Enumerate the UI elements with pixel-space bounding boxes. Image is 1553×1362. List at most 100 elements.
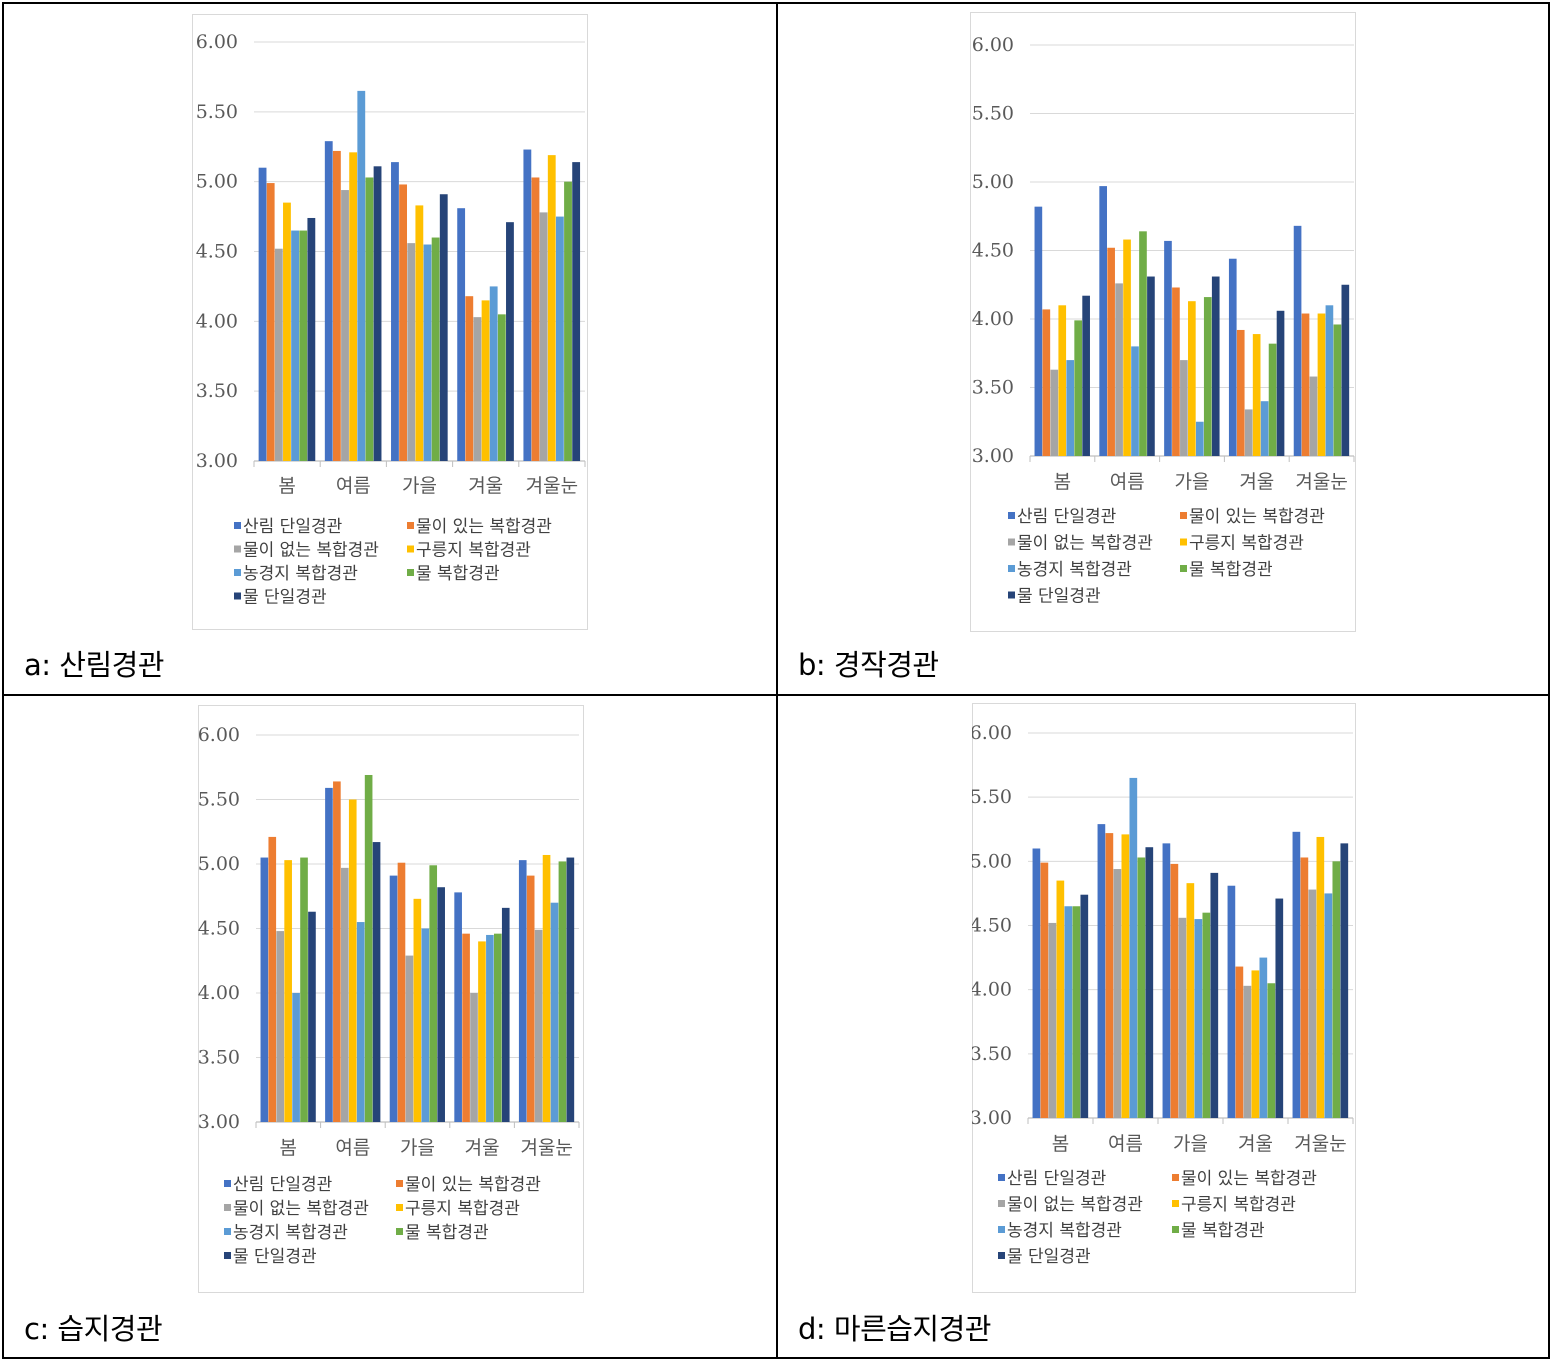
legend-label: 물 복합경관 [416,564,500,584]
bar [1066,360,1075,456]
bar [413,898,422,1122]
bar [356,922,365,1122]
bar [364,774,373,1122]
legend-label: 구릉지 복합경관 [1181,1195,1296,1215]
x-category-label: 겨울눈 [526,475,578,497]
legend-swatch [998,1174,1005,1181]
legend-label: 물이 없는 복합경관 [1007,1195,1143,1215]
bar [1064,906,1073,1118]
bar [439,194,448,461]
legend-label: 물이 있는 복합경관 [1181,1169,1317,1189]
bar [1058,305,1067,456]
x-category-label: 봄 [278,475,295,497]
legend-label: 물이 없는 복합경관 [233,1199,369,1219]
bar [481,300,490,461]
bar [1268,343,1277,456]
x-category-label: 가을 [402,475,437,497]
bar [284,860,292,1122]
y-tick-label: 5.00 [198,853,240,875]
x-category-label: 가을 [1175,471,1210,493]
legend-swatch [998,1200,1005,1207]
x-category-label: 여름 [336,475,371,497]
bar [431,237,440,461]
legend-label: 농경지 복합경관 [233,1223,348,1243]
table-horizontal-divider [2,694,1550,696]
bar [1340,843,1349,1118]
bar [1082,295,1090,456]
y-tick-label: 4.00 [972,308,1014,330]
chart-a-forest: 3.00 3.50 4.00 4.50 5.00 5.50 6.00 봄 여름 가을 겨울 겨울눈산림… [192,14,588,630]
bar [1202,912,1211,1118]
bar [518,860,527,1122]
bar [389,875,398,1122]
bar [566,857,575,1122]
y-tick-label: 5.50 [972,103,1014,125]
legend-swatch [1172,1200,1179,1207]
caption-a: a: 산림경관 [24,648,164,682]
bar [1227,885,1236,1118]
bar [1293,225,1302,456]
x-category-label: 여름 [335,1137,370,1159]
bar [489,286,498,461]
legend-label: 산림 단일경관 [243,517,342,537]
y-tick-label: 5.00 [196,171,238,193]
bar [1050,369,1059,456]
y-tick-label: 4.00 [972,979,1012,1001]
x-category-label: 겨울 [468,475,503,497]
legend-swatch [224,1180,231,1187]
bar [308,911,316,1122]
legend-swatch [407,545,414,553]
bar [348,799,357,1122]
bar [1332,861,1341,1118]
bar [465,296,474,461]
bar [1131,346,1139,456]
legend-label: 물 복합경관 [1181,1221,1265,1241]
bar [1170,863,1179,1118]
legend-label: 물 단일경관 [1017,587,1101,607]
bar [1308,889,1317,1118]
legend-swatch [224,1252,231,1259]
bar [332,150,341,461]
legend-swatch [234,522,241,529]
bar [1042,309,1051,456]
legend-label: 농경지 복합경관 [1007,1221,1122,1241]
bar [357,90,366,461]
y-tick-label: 5.00 [972,171,1014,193]
bar [1309,376,1318,456]
bar [550,902,559,1122]
bar [1210,872,1219,1118]
bar [1121,834,1130,1118]
bar [473,317,482,461]
bar [324,141,333,461]
bar [349,152,358,461]
bar [1072,906,1081,1118]
bar [274,248,283,461]
legend-swatch [396,1204,403,1211]
bar [340,867,349,1122]
legend-swatch [234,569,241,576]
bar [1074,320,1083,456]
legend-swatch [998,1252,1005,1259]
legend-swatch [998,1226,1005,1233]
bar [1203,297,1212,456]
bar [1301,313,1310,456]
legend-swatch [1180,565,1187,572]
bar [258,167,267,461]
bar [1145,847,1154,1118]
legend-swatch [1008,512,1015,519]
bar [1162,843,1171,1118]
bar [1188,301,1196,456]
bar [1099,186,1107,457]
legend-label: 물 단일경관 [243,588,327,608]
bar [1123,239,1131,456]
legend-swatch [1008,538,1015,546]
bar [1107,247,1115,456]
bar [1292,831,1301,1118]
bar [1235,966,1244,1118]
bar [423,244,432,461]
y-tick-label: 3.50 [972,377,1014,399]
legend-swatch [407,522,414,529]
bar [1243,985,1252,1118]
bar [1137,857,1146,1118]
legend-swatch [234,592,241,600]
